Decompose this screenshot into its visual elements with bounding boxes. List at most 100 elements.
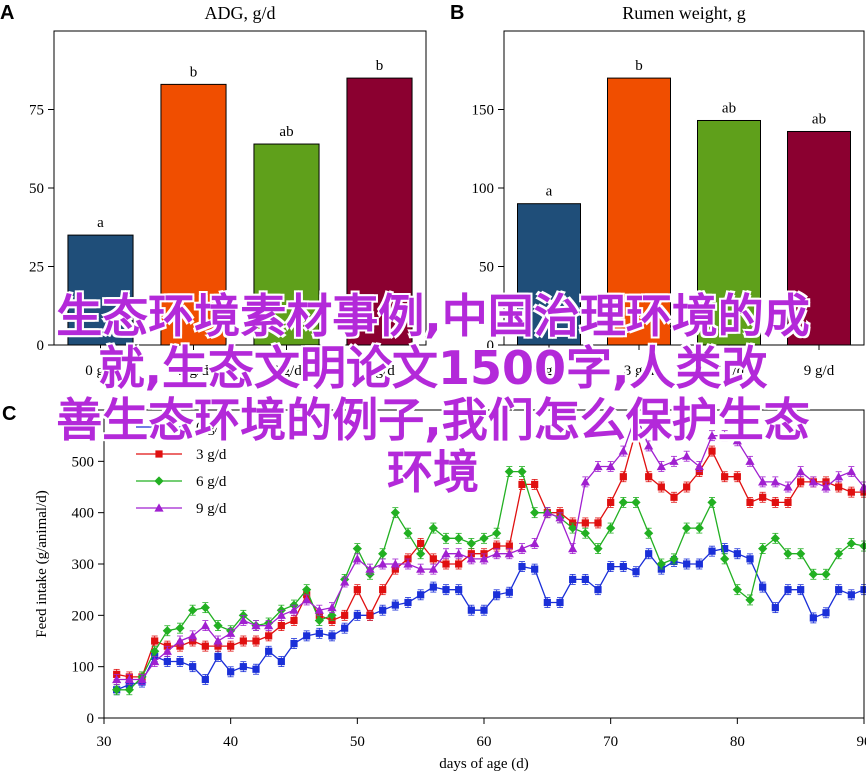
line-marker-square (480, 606, 488, 614)
line-marker-square (518, 480, 526, 489)
c-ytick-label: 600 (72, 403, 95, 419)
line-marker-square (733, 473, 741, 481)
line-marker-diamond (568, 523, 578, 533)
line-marker-triangle (770, 477, 780, 486)
legend-label: 0 g/d (196, 420, 227, 436)
line-marker-diamond (112, 685, 122, 695)
a-bar (160, 83, 227, 346)
line-marker-square (670, 493, 678, 501)
c-xtick-label: 60 (477, 734, 492, 750)
line-marker-square (543, 598, 551, 607)
line-marker-square (607, 562, 615, 571)
line-marker-triangle (618, 446, 628, 455)
line-marker-square (417, 591, 425, 599)
line-marker-square (835, 586, 843, 594)
c-xtick-label: 90 (857, 734, 866, 750)
line-marker-diamond (669, 554, 679, 564)
line-marker-square (429, 555, 437, 563)
line-marker-square (303, 632, 311, 640)
line-marker-square (201, 675, 209, 684)
c-y-axis-label: Feed intake (g/animal/d) (34, 490, 50, 637)
b-xtick-label: 3 g/d (624, 363, 655, 379)
b-bar (517, 203, 581, 346)
line-marker-triangle (238, 615, 248, 625)
line-marker-square (569, 575, 577, 583)
legend-label: 3 g/d (196, 447, 227, 463)
line-marker-triangle (846, 467, 856, 476)
legend-label: 6 g/d (196, 474, 227, 490)
line-marker-square (151, 637, 159, 645)
line-marker-triangle (154, 503, 164, 512)
line-marker-diamond (783, 549, 793, 559)
line-marker-triangle (555, 513, 565, 522)
line-marker-square (746, 498, 754, 506)
line-marker-triangle (137, 674, 147, 684)
line-marker-triangle (454, 549, 464, 558)
b-bar-label: ab (812, 111, 826, 127)
c-panel-letter: C (2, 403, 16, 425)
a-xtick-label: 3 g/d (178, 363, 209, 379)
line-marker-square (657, 483, 665, 491)
line-marker-triangle (517, 544, 527, 553)
line-marker-diamond (618, 497, 628, 507)
line-marker-triangle (226, 628, 236, 637)
series-2 (112, 466, 866, 696)
line-marker-triangle (175, 636, 185, 645)
line-marker-square (429, 583, 437, 591)
line-marker-triangle (682, 451, 692, 460)
c-xtick-label: 30 (97, 734, 112, 750)
series-0 (113, 543, 866, 696)
line-marker-triangle (188, 631, 198, 640)
line-marker-triangle (669, 456, 679, 465)
b-bar-label: a (546, 184, 553, 200)
line-marker-square (860, 586, 866, 594)
b-ytick-label: 0 (487, 338, 495, 354)
b-bar-label: b (635, 58, 643, 74)
line-marker-square (417, 539, 425, 548)
line-marker-diamond (454, 533, 464, 543)
a-xtick-label: 6 g/d (271, 363, 302, 379)
line-marker-square (683, 483, 691, 491)
line-marker-square (784, 586, 792, 594)
line-marker-square (531, 480, 539, 489)
line-marker-diamond (200, 603, 210, 613)
line-marker-square (227, 642, 235, 650)
line-marker-square (455, 560, 463, 568)
line-marker-square (265, 632, 273, 640)
series-line (116, 413, 865, 681)
line-marker-triangle (821, 482, 831, 491)
line-marker-square (708, 447, 716, 455)
line-marker-square (442, 560, 450, 568)
line-marker-triangle (378, 559, 388, 568)
line-marker-triangle (568, 544, 578, 553)
line-marker-triangle (365, 564, 375, 573)
line-marker-triangle (200, 621, 210, 630)
c-ytick-label: 100 (72, 660, 95, 676)
line-marker-triangle (834, 472, 844, 481)
line-marker-triangle (593, 461, 603, 471)
line-marker-diamond (378, 549, 388, 559)
line-marker-triangle (352, 554, 362, 563)
line-marker-triangle (758, 477, 768, 486)
line-marker-square (353, 611, 361, 619)
a-bar-label: b (190, 64, 198, 80)
line-marker-diamond (403, 528, 413, 538)
line-marker-square (771, 498, 779, 506)
line-marker-diamond (796, 549, 806, 559)
line-marker-square (645, 473, 653, 481)
line-marker-square (683, 560, 691, 568)
b-bar (697, 119, 761, 346)
line-marker-diamond (390, 508, 400, 518)
line-marker-square (632, 568, 640, 576)
c-xtick-label: 70 (603, 734, 618, 750)
line-marker-square (505, 542, 513, 550)
line-marker-diamond (808, 569, 818, 579)
line-marker-triangle (530, 538, 540, 548)
line-marker-triangle (340, 577, 350, 586)
c-ytick-label: 400 (72, 506, 95, 522)
c-ytick-label: 0 (87, 711, 95, 727)
line-marker-triangle (732, 436, 742, 445)
a-xtick-label: 9 g/d (364, 363, 395, 379)
line-marker-diamond (175, 623, 185, 633)
line-marker-triangle (504, 549, 514, 558)
